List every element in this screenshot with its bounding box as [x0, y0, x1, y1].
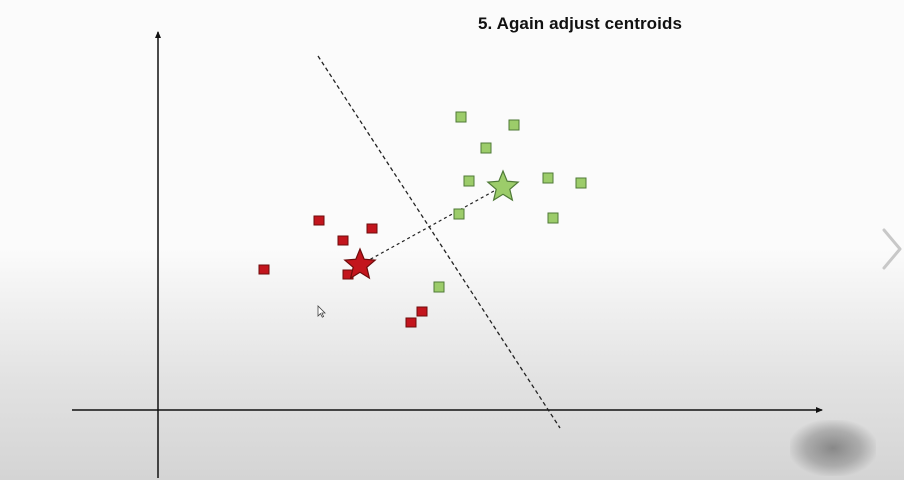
green-point [542, 172, 554, 184]
green-point [480, 142, 492, 154]
red-point [366, 223, 378, 234]
green-point [433, 281, 445, 293]
red-point [337, 235, 349, 246]
red-point [313, 215, 325, 226]
red-point [258, 264, 270, 275]
slide-title: 5. Again adjust centroids [478, 14, 683, 33]
mouse-pointer-icon [317, 305, 326, 318]
centroid-connector-line [359, 185, 504, 266]
red-cluster [258, 215, 428, 328]
cluster-boundary-line [317, 55, 561, 429]
green-point [455, 111, 467, 123]
green-point [453, 208, 465, 220]
blurred-overlay [790, 420, 876, 476]
green-point [463, 175, 475, 187]
green-point [547, 212, 559, 224]
green-point [508, 119, 520, 131]
next-slide-button[interactable] [880, 226, 904, 272]
red-point [405, 317, 417, 328]
green-cluster [433, 111, 587, 293]
green-point [575, 177, 587, 189]
green-centroid-star-icon [486, 169, 520, 202]
red-point [416, 306, 428, 317]
red-centroid-star-icon [343, 247, 377, 280]
chevron-right-icon [882, 228, 902, 270]
